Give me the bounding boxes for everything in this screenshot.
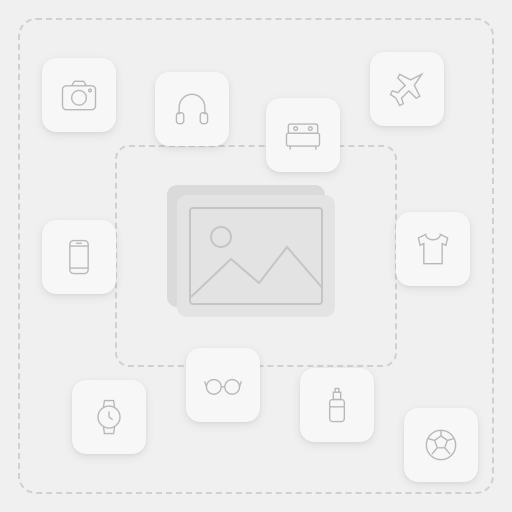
tshirt-icon: [411, 227, 455, 271]
category-tile-plane[interactable]: [370, 52, 444, 126]
bed-icon: [281, 113, 325, 157]
category-tile-spray[interactable]: [300, 368, 374, 442]
spray-icon: [315, 383, 359, 427]
plane-icon: [385, 67, 429, 111]
phone-icon: [57, 235, 101, 279]
category-tile-headphones[interactable]: [155, 72, 229, 146]
category-tile-camera[interactable]: [42, 58, 116, 132]
category-tile-phone[interactable]: [42, 220, 116, 294]
image-placeholder-icon: [189, 207, 323, 305]
camera-icon: [57, 73, 101, 117]
category-tile-glasses[interactable]: [186, 348, 260, 422]
category-tile-watch[interactable]: [72, 380, 146, 454]
glasses-icon: [201, 363, 245, 407]
category-tile-bed[interactable]: [266, 98, 340, 172]
category-tile-ball[interactable]: [404, 408, 478, 482]
image-placeholder: [177, 195, 335, 317]
watch-icon: [87, 395, 131, 439]
category-tile-tshirt[interactable]: [396, 212, 470, 286]
headphones-icon: [170, 87, 214, 131]
ball-icon: [419, 423, 463, 467]
